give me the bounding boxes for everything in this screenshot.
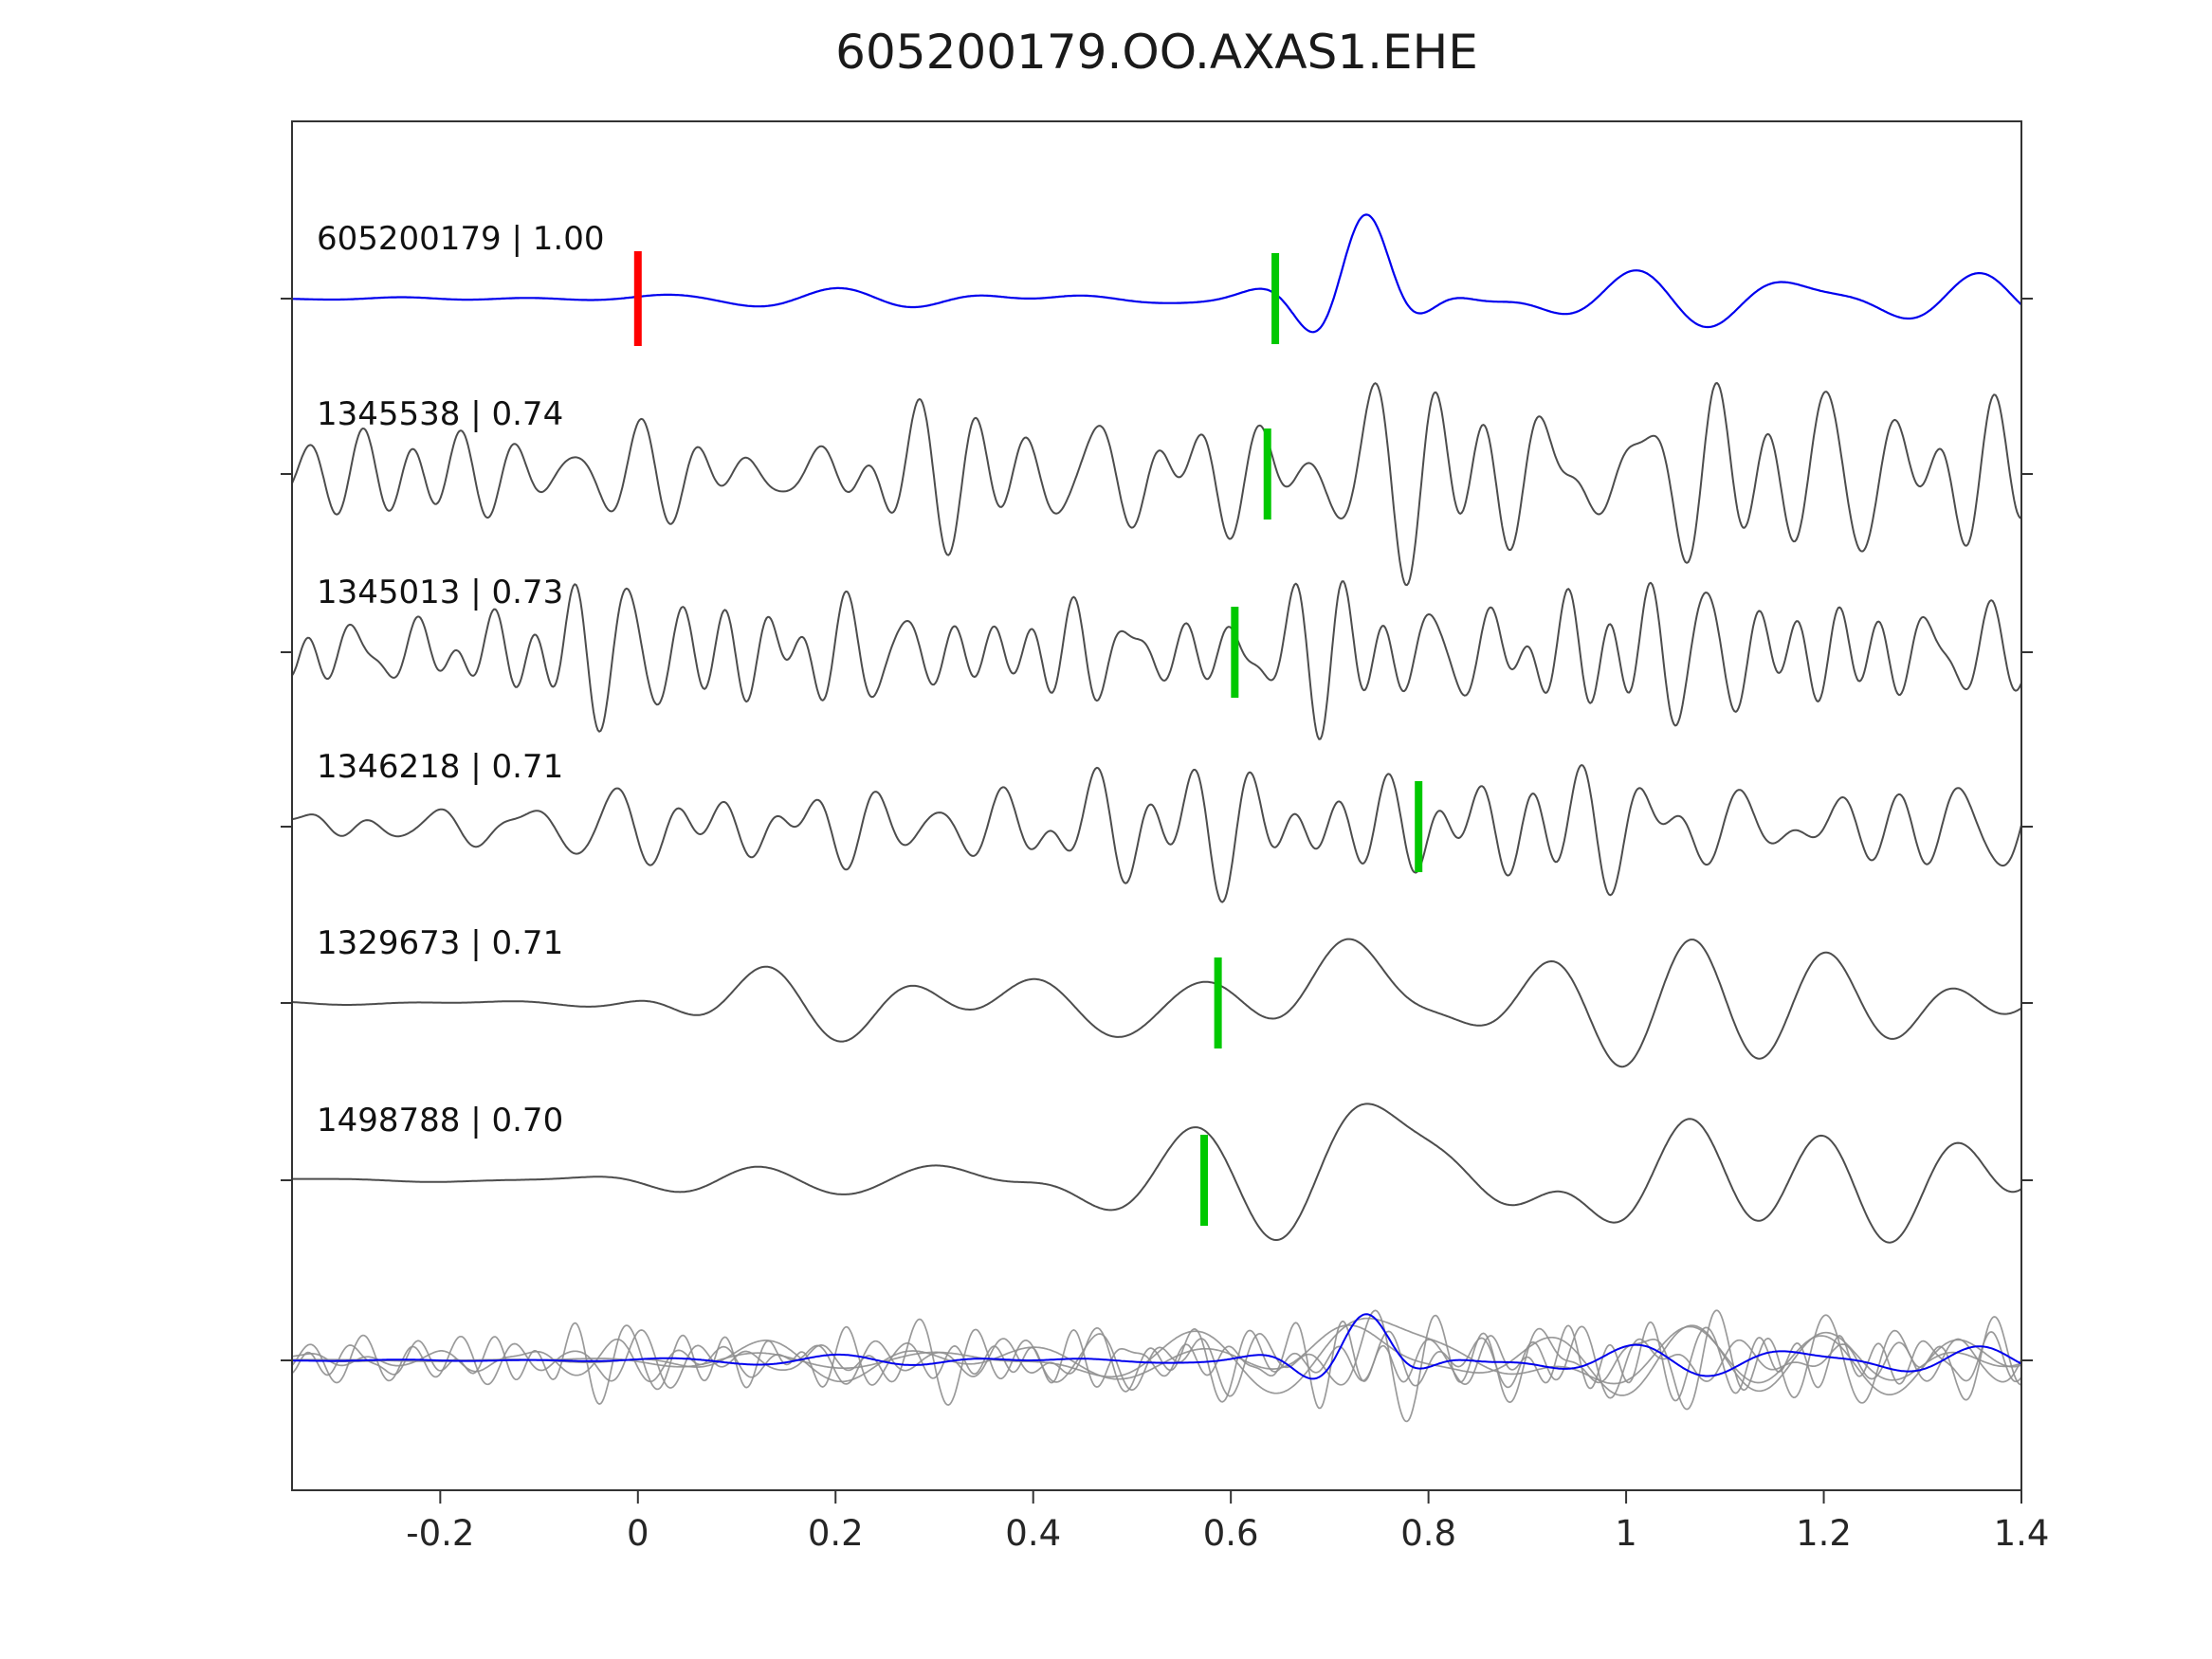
trace-label-1345013: 1345013 | 0.73 bbox=[317, 574, 563, 611]
trace-label-1346218: 1346218 | 0.71 bbox=[317, 748, 563, 786]
pick-marker-605200179 bbox=[1271, 253, 1280, 344]
overlay-waveform-1345538 bbox=[292, 1309, 2021, 1423]
x-tick-label: 0.2 bbox=[808, 1513, 864, 1554]
pick-marker-1345538 bbox=[1263, 428, 1271, 520]
waveform-1346218 bbox=[292, 764, 2021, 903]
pick-marker-1329673 bbox=[1214, 957, 1222, 1048]
trace-row-1345013 bbox=[292, 580, 2021, 740]
trace-label-1329673: 1329673 | 0.71 bbox=[317, 924, 563, 962]
chart-title: 605200179.OO.AXAS1.EHE bbox=[835, 25, 1478, 80]
pick-marker-1498788 bbox=[1200, 1135, 1209, 1226]
waveform-1498788 bbox=[292, 1103, 2021, 1244]
x-tick-label: 0.4 bbox=[1005, 1513, 1061, 1554]
trace-label-605200179: 605200179 | 1.00 bbox=[317, 220, 604, 258]
overlay-waveform-1498788 bbox=[292, 1317, 2021, 1395]
x-tick-label: 1 bbox=[1615, 1513, 1637, 1554]
x-tick-label: -0.2 bbox=[406, 1513, 474, 1554]
x-tick-label: 1.4 bbox=[1994, 1513, 2050, 1554]
overlay-waveform-1329673 bbox=[292, 1324, 2021, 1396]
pick-marker-1345013 bbox=[1231, 607, 1239, 698]
x-tick-label: 0 bbox=[627, 1513, 649, 1554]
pick-marker-1346218 bbox=[1415, 781, 1423, 872]
waveform-605200179 bbox=[292, 213, 2021, 334]
plot-border bbox=[291, 120, 2022, 1491]
waveform-1345538 bbox=[292, 382, 2021, 587]
waveform-1345013 bbox=[292, 580, 2021, 740]
trace-row-605200179 bbox=[292, 213, 2021, 346]
trace-row-1329673 bbox=[292, 938, 2021, 1068]
trace-row-1345538 bbox=[292, 382, 2021, 587]
waveform-1329673 bbox=[292, 938, 2021, 1068]
trace-row-1346218 bbox=[292, 764, 2021, 903]
trace-row-1498788 bbox=[292, 1103, 2021, 1244]
traces-layer bbox=[292, 213, 2021, 1423]
overlay-waveform-605200179 bbox=[292, 1313, 2021, 1380]
overlay-waveform-1345013 bbox=[292, 1321, 2021, 1410]
trace-label-1345538: 1345538 | 0.74 bbox=[317, 395, 563, 433]
x-tick-label: 1.2 bbox=[1796, 1513, 1852, 1554]
x-tick-label: 0.8 bbox=[1400, 1513, 1456, 1554]
x-tick-label: 0.6 bbox=[1203, 1513, 1259, 1554]
template-onset-marker bbox=[633, 251, 642, 346]
trace-label-1498788: 1498788 | 0.70 bbox=[317, 1102, 563, 1139]
overlay-panel bbox=[292, 1309, 2021, 1423]
